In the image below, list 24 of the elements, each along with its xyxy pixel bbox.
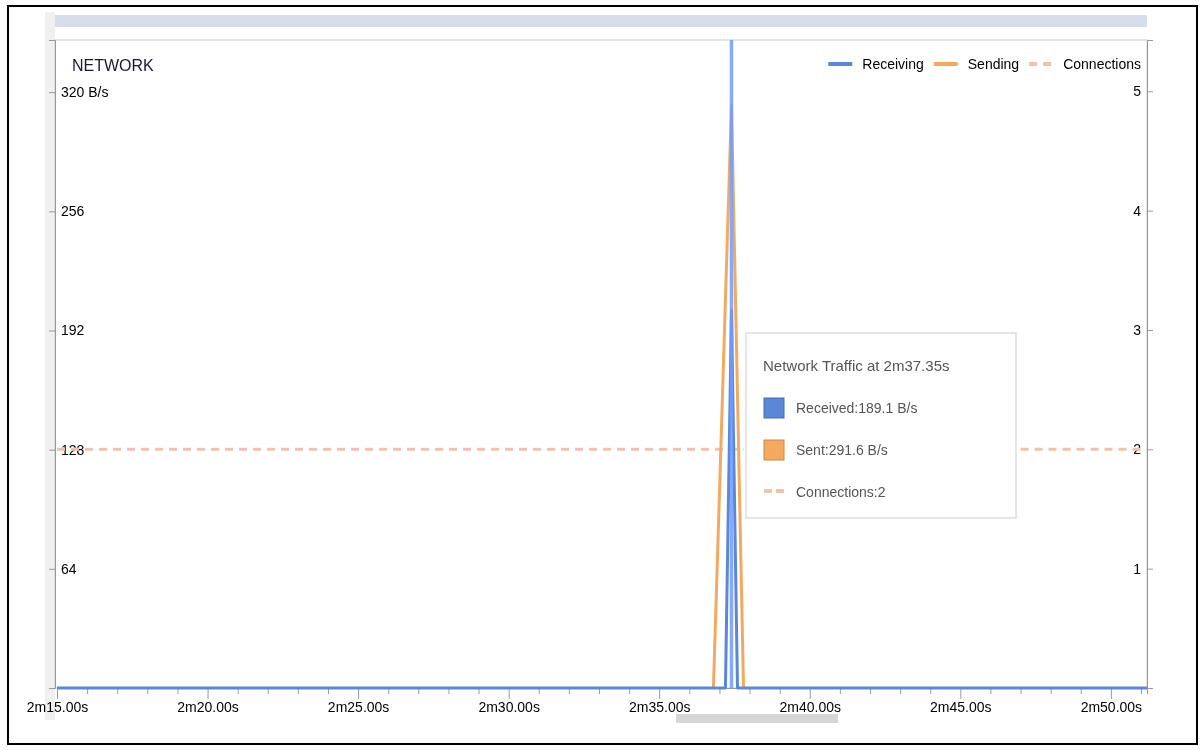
annotation: Network Traffic at 2m37.35s	[763, 357, 950, 374]
x-tick-label: 2m50.00s	[1080, 698, 1143, 715]
legend-label: Sending	[967, 56, 1020, 72]
y2-tick-label: 1	[1133, 560, 1142, 577]
y2-tick-label: 5	[1133, 83, 1142, 100]
y2-tick-label: 4	[1133, 202, 1142, 219]
legend-label: Connections	[1063, 56, 1141, 72]
y-tick-label: 256	[61, 203, 85, 220]
x-tick-label: 2m35.00s	[628, 698, 691, 715]
y-tick-label: 64	[61, 560, 77, 577]
x-tick-label: 2m25.00s	[327, 698, 390, 715]
text: NETWORK	[72, 57, 155, 74]
annotation: Connections:2	[796, 484, 886, 500]
x-tick-label: 2m40.00s	[779, 698, 841, 715]
y-tick-label: 320 B/s	[61, 84, 109, 101]
y-tick-label: 192	[61, 322, 85, 339]
x-tick-label: 2m45.00s	[930, 698, 992, 715]
x-tick-label: 2m15.00s	[26, 698, 89, 715]
annotation: Sent:291.6 B/s	[796, 442, 888, 458]
x-tick-label: 2m20.00s	[177, 698, 239, 715]
legend-label: Receiving	[862, 56, 924, 72]
x-tick-label: 2m30.00s	[478, 698, 540, 715]
y2-tick-label: 3	[1133, 321, 1142, 338]
annotation: Received:189.1 B/s	[796, 400, 918, 416]
